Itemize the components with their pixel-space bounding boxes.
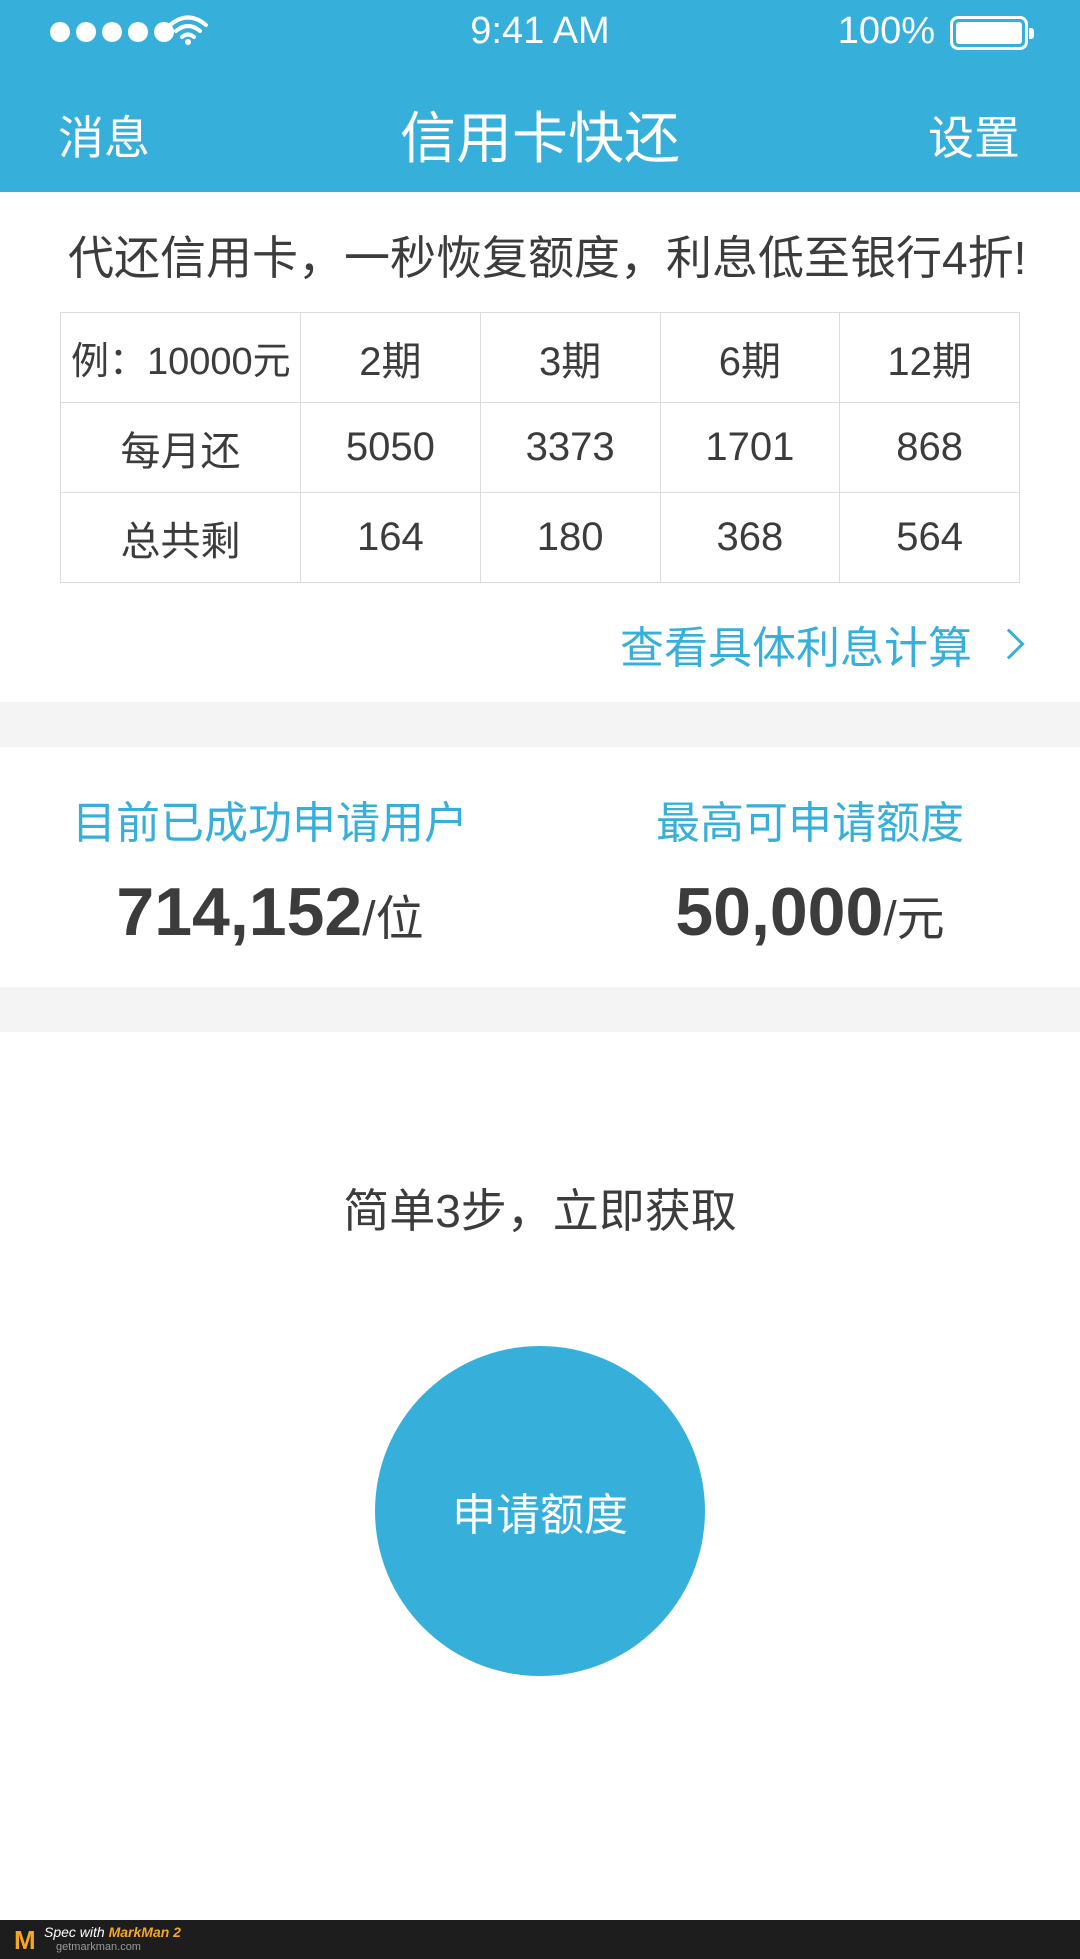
stat-limit: 最高可申请额度 50,000/元 [540, 747, 1080, 987]
status-time: 9:41 AM [470, 10, 610, 52]
battery-icon [950, 16, 1034, 50]
stat-limit-value: 50,000 [675, 874, 884, 950]
signal-dots-icon [50, 22, 174, 42]
table-cell: 164 [300, 492, 481, 583]
stat-users-value: 714,152 [116, 874, 363, 950]
markman-brand: Spec with MarkMan 2 [44, 1924, 181, 1940]
navigation-bar: 消息 信用卡快还 设置 [0, 62, 1080, 192]
section-divider [0, 987, 1080, 1032]
table-cell: 每月还 [60, 402, 301, 493]
table-row: 总共剩 164 180 368 564 [60, 492, 1020, 583]
steps-title: 简单3步，立即获取 [343, 1185, 737, 1237]
table-row: 每月还 5050 3373 1701 868 [60, 402, 1020, 493]
table-header-cell: 12期 [839, 312, 1020, 403]
interest-calculation-link[interactable]: 查看具体利息计算 [620, 612, 1025, 676]
table-header-cell: 3期 [479, 312, 661, 403]
settings-button[interactable]: 设置 [928, 112, 1020, 164]
table-header-cell: 2期 [300, 312, 481, 403]
table-cell: 564 [839, 492, 1020, 583]
markman-footer: M Spec with MarkMan 2 getmarkman.com [0, 1920, 1080, 1959]
messages-button[interactable]: 消息 [58, 112, 150, 164]
table-header-cell: 例：10000元 [60, 312, 301, 403]
markman-site: getmarkman.com [56, 1941, 141, 1953]
interest-link-label: 查看具体利息计算 [620, 624, 972, 673]
status-bar: 9:41 AM 100% [0, 0, 1080, 62]
page-title: 信用卡快还 [400, 107, 680, 170]
stat-users: 目前已成功申请用户 714,152/位 [0, 747, 540, 987]
table-header-row: 例：10000元 2期 3期 6期 12期 [60, 312, 1020, 403]
markman-logo: M [14, 1925, 36, 1955]
stat-limit-label: 最高可申请额度 [656, 799, 964, 848]
apply-limit-button[interactable]: 申请额度 [375, 1346, 705, 1676]
chevron-right-icon [993, 628, 1025, 660]
table-cell: 368 [659, 492, 841, 583]
repayment-table: 例：10000元 2期 3期 6期 12期 每月还 5050 3373 1701… [60, 312, 1020, 583]
wifi-icon [168, 15, 208, 45]
table-cell: 3373 [479, 402, 661, 493]
stat-users-label: 目前已成功申请用户 [72, 799, 468, 848]
stat-users-unit: /位 [362, 893, 424, 946]
stat-limit-unit: /元 [883, 893, 945, 946]
promo-text: 代还信用卡，一秒恢复额度，利息低至银行4折! [68, 232, 1027, 284]
stats-section: 目前已成功申请用户 714,152/位 最高可申请额度 50,000/元 [0, 747, 1080, 987]
table-header-cell: 6期 [659, 312, 841, 403]
table-cell: 1701 [659, 402, 841, 493]
table-cell: 5050 [300, 402, 481, 493]
section-divider [0, 702, 1080, 747]
table-cell: 180 [479, 492, 661, 583]
battery-percentage: 100% [837, 10, 935, 52]
table-cell: 总共剩 [60, 492, 301, 583]
table-cell: 868 [839, 402, 1020, 493]
